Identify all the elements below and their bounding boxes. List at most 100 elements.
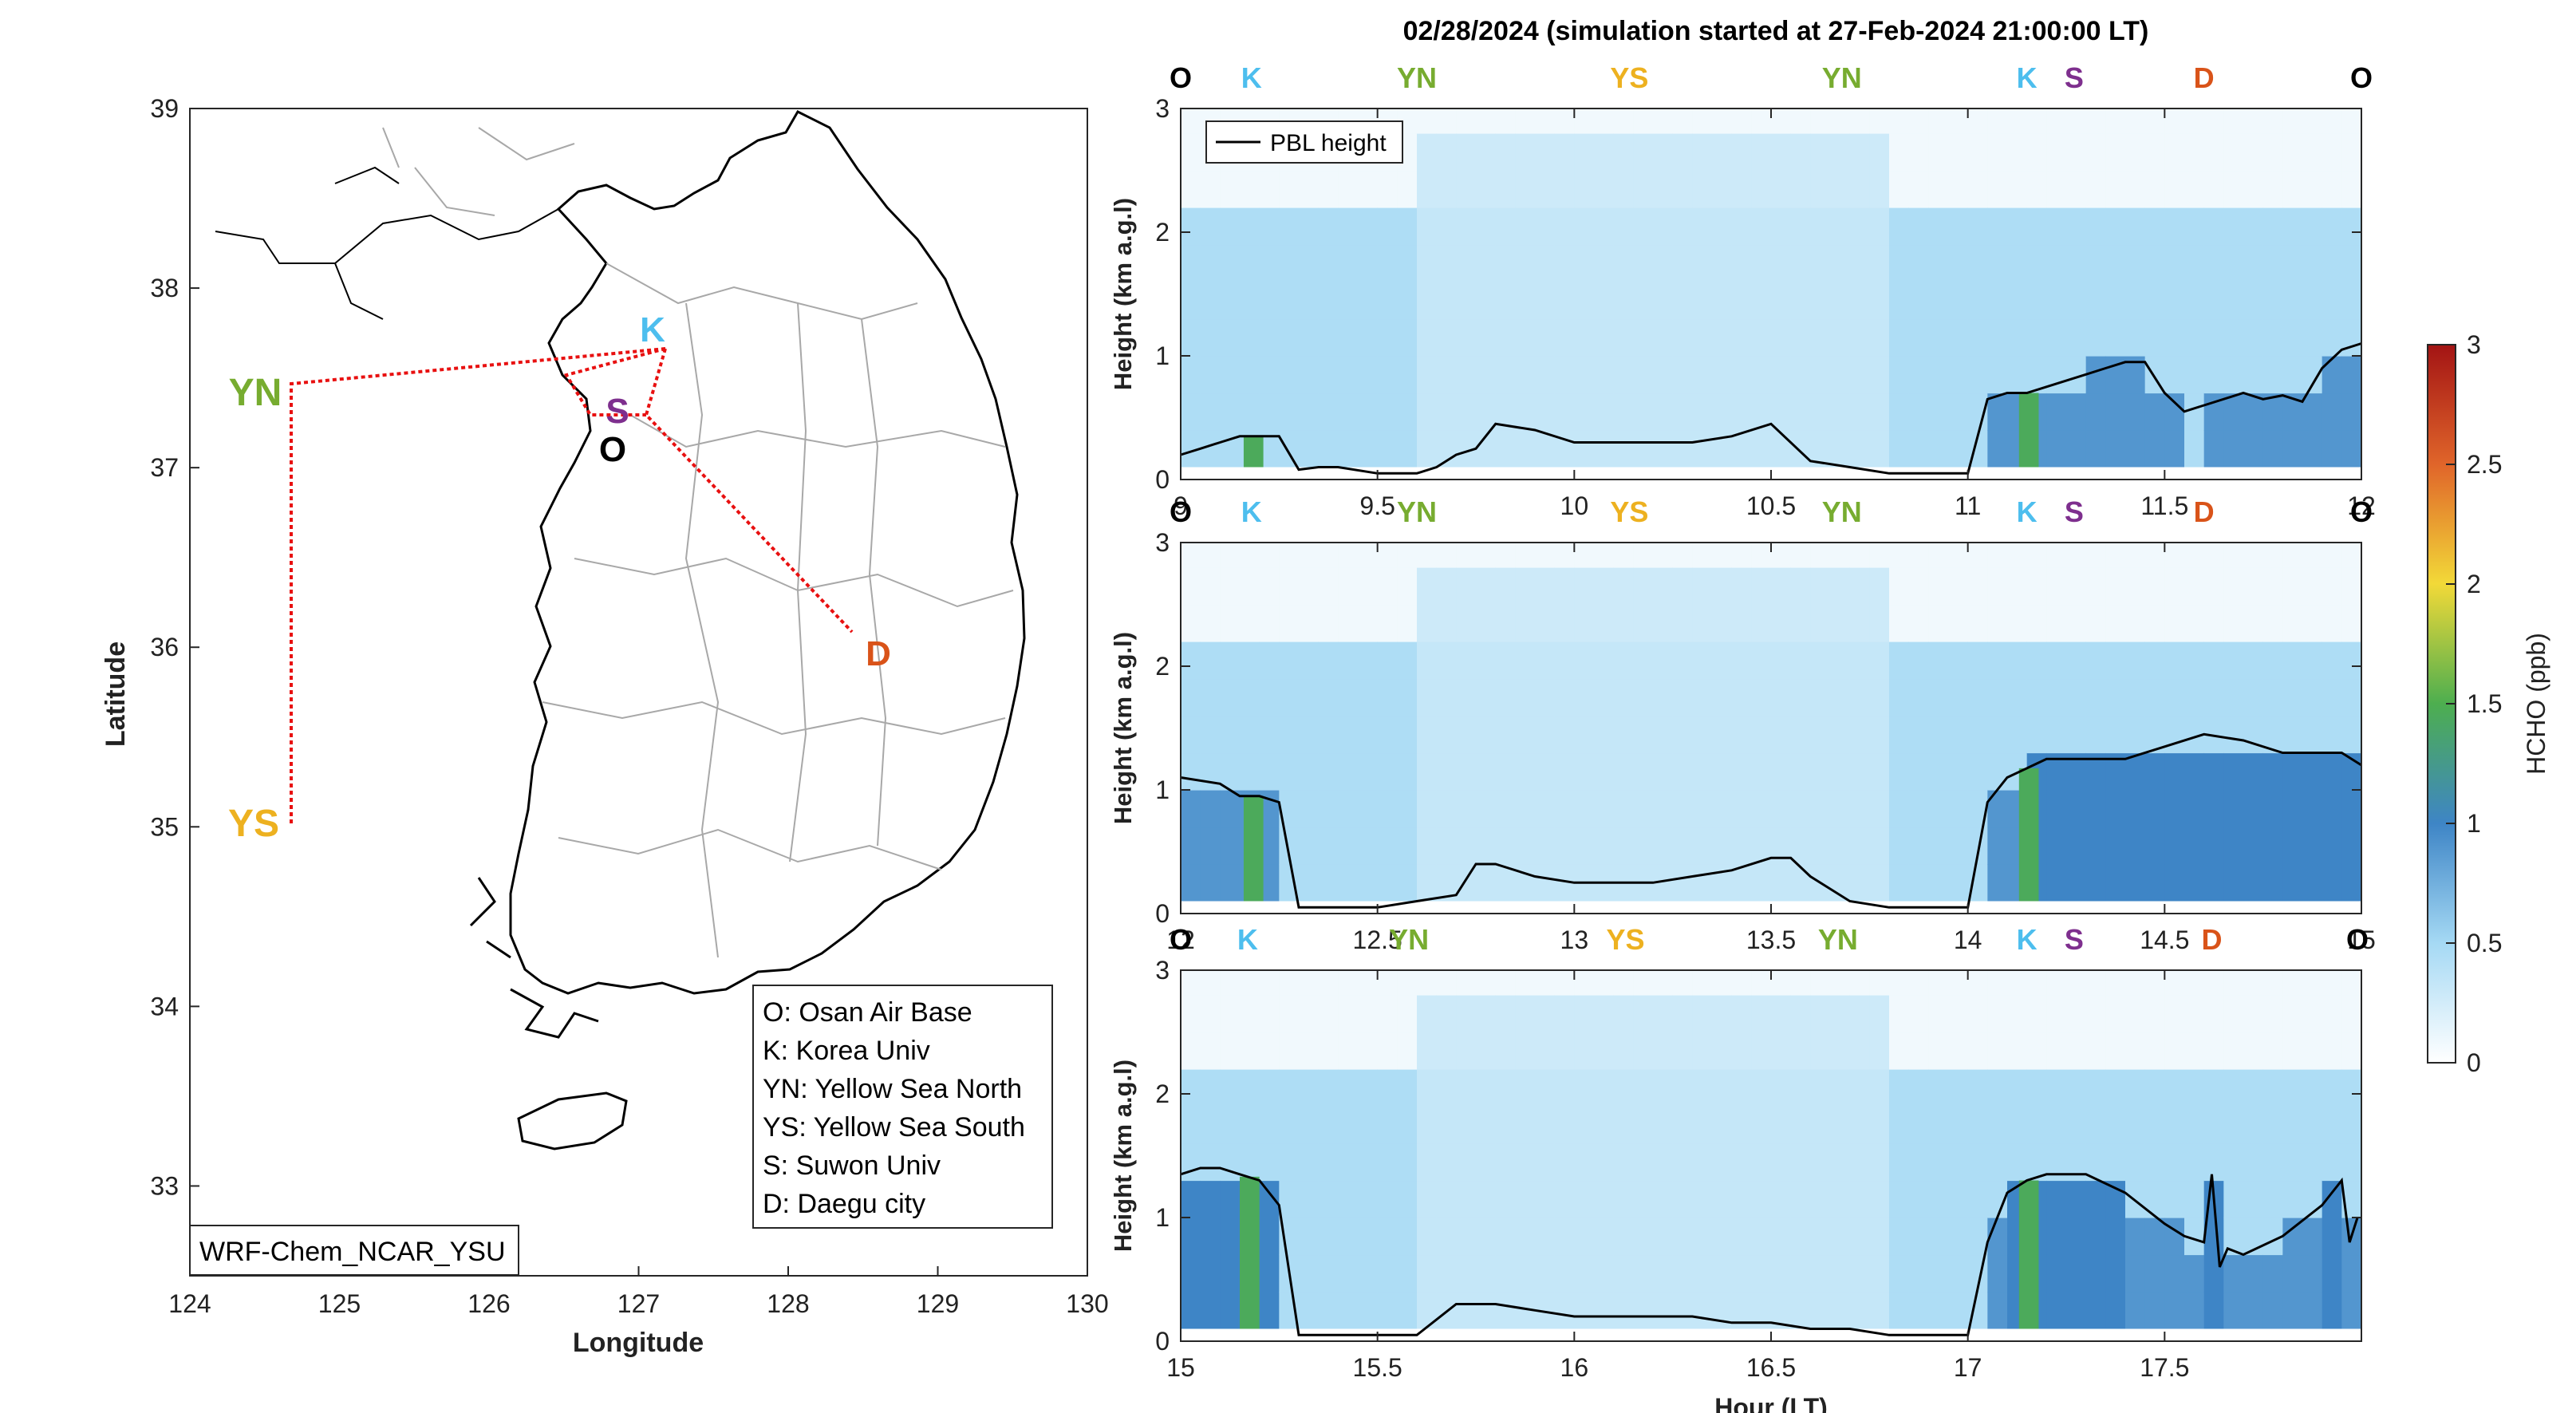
hcho-cell <box>2322 1106 2342 1144</box>
hcho-cell <box>1712 318 1733 357</box>
hcho-cell <box>1849 133 1870 172</box>
hcho-cell <box>2262 1180 2283 1218</box>
hcho-cell <box>1731 244 1752 282</box>
hcho-cell <box>1181 995 1201 1033</box>
hcho-cell <box>1731 752 1752 791</box>
hcho-cell <box>1771 244 1792 282</box>
hcho-cell <box>1869 678 1890 716</box>
hcho-cell <box>1653 133 1674 172</box>
hcho-cell <box>1495 716 1516 754</box>
hcho-cell <box>1574 207 1595 246</box>
hcho-cell <box>2026 1069 2047 1107</box>
hcho-cell <box>2184 133 2205 172</box>
hcho-cell <box>1869 864 1890 902</box>
hcho-cell <box>1653 318 1674 357</box>
site-marker-YN: YN <box>1822 61 1862 94</box>
hcho-cell <box>1849 543 1870 568</box>
hcho-cell <box>1299 567 1320 606</box>
hcho-cell <box>2125 790 2146 828</box>
hcho-cell <box>1515 430 1536 468</box>
hcho-cell <box>2105 170 2126 208</box>
hcho-cell <box>2322 1143 2342 1182</box>
hcho-cell <box>1830 543 1851 568</box>
hcho-cell <box>1377 1180 1398 1218</box>
hcho-cell <box>1181 567 1201 606</box>
hcho-cell <box>1771 1218 1792 1256</box>
hcho-cell <box>1594 1069 1615 1107</box>
hcho-cell <box>2144 1292 2165 1330</box>
hcho-cell <box>1633 393 1654 431</box>
hcho-cell <box>1436 133 1457 172</box>
hcho-cell <box>2282 356 2303 394</box>
hcho-cell <box>2341 970 2362 996</box>
hcho-cell <box>1810 109 1831 134</box>
colorbar-tick-label: 0.5 <box>2467 929 2502 957</box>
hcho-cell <box>1653 1254 1674 1293</box>
hcho-cell <box>1594 1106 1615 1144</box>
hcho-cell <box>2243 170 2264 208</box>
hcho-cell <box>1653 678 1674 716</box>
model-label: WRF-Chem_NCAR_YSU <box>199 1237 506 1267</box>
x-tick-label: 17 <box>1954 1353 1982 1382</box>
flight-route-inland <box>644 348 854 633</box>
y-tick-label: 2 <box>1155 218 1170 247</box>
hcho-cell <box>1377 170 1398 208</box>
hcho-cell <box>1889 393 1910 431</box>
hcho-cell <box>1338 1254 1359 1293</box>
hcho-cell <box>1731 1143 1752 1182</box>
hcho-cell <box>1436 1106 1457 1144</box>
hcho-cell <box>1731 678 1752 716</box>
hcho-cell <box>2125 1218 2146 1256</box>
hcho-cell <box>1456 207 1477 246</box>
hcho-cell <box>1220 1292 1241 1330</box>
hcho-cell <box>2144 170 2165 208</box>
hcho-cell <box>2282 604 2303 642</box>
hcho-cell <box>1436 641 1457 680</box>
hcho-cell <box>2164 109 2185 134</box>
hcho-cell <box>1613 641 1634 680</box>
hcho-cell <box>2243 641 2264 680</box>
hcho-cell <box>2322 864 2342 902</box>
hcho-cell <box>2046 864 2067 902</box>
hcho-cell <box>1259 244 1280 282</box>
hcho-cell <box>1790 1143 1811 1182</box>
hcho-cell <box>1987 1106 2008 1144</box>
hcho-cell <box>1908 356 1929 394</box>
map-x-tick-label: 127 <box>617 1289 660 1318</box>
hcho-cell <box>1436 109 1457 134</box>
hcho-cell <box>1476 1180 1497 1218</box>
hcho-cell <box>2046 567 2067 606</box>
hcho-cell <box>1220 393 1241 431</box>
hcho-cell <box>1200 864 1221 902</box>
hcho-cell <box>1358 1143 1379 1182</box>
hcho-cell <box>1377 1069 1398 1107</box>
hcho-cell <box>2322 790 2342 828</box>
hcho-cell <box>1181 1069 1201 1107</box>
hcho-cell <box>1653 1143 1674 1182</box>
hcho-cell <box>1613 1106 1634 1144</box>
hcho-cell <box>1771 109 1792 134</box>
hcho-cell <box>2282 282 2303 320</box>
hcho-cell <box>2322 1218 2342 1256</box>
hcho-cell <box>1495 567 1516 606</box>
hcho-cell <box>1299 1069 1320 1107</box>
hcho-cell <box>1849 970 1870 996</box>
hcho-cell <box>2223 207 2244 246</box>
hcho-cell <box>1633 995 1654 1033</box>
hcho-cell <box>1731 318 1752 357</box>
hcho-cell <box>1318 393 1339 431</box>
hcho-cell <box>1535 604 1556 642</box>
hcho-cell <box>1967 1069 1988 1107</box>
hcho-cell <box>1476 207 1497 246</box>
hcho-cell <box>1220 207 1241 246</box>
hcho-cell <box>1849 604 1870 642</box>
hcho-cell <box>1259 1218 1280 1256</box>
map-site-D: D <box>866 634 891 673</box>
hcho-cell <box>2184 543 2205 568</box>
hcho-cell <box>1692 1218 1713 1256</box>
hcho-cell <box>1358 1032 1379 1070</box>
hcho-cell <box>2164 207 2185 246</box>
hcho-cell <box>1436 827 1457 865</box>
hcho-cell <box>1830 207 1851 246</box>
hcho-cell <box>2125 827 2146 865</box>
